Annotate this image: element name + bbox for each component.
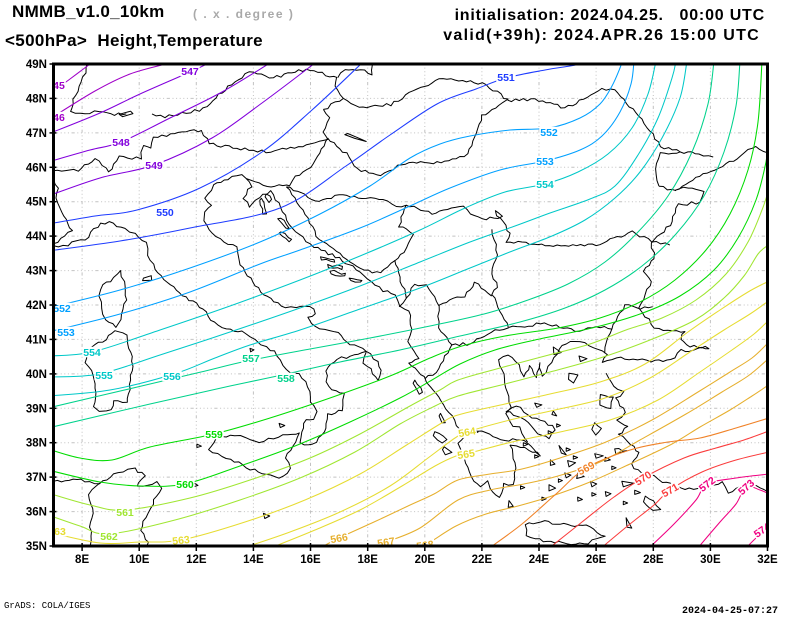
svg-text:46N: 46N xyxy=(26,162,47,174)
svg-text:10E: 10E xyxy=(129,554,150,566)
svg-text:41N: 41N xyxy=(26,334,47,346)
svg-text:555: 555 xyxy=(95,370,113,382)
svg-text:14E: 14E xyxy=(243,554,264,566)
svg-text:32E: 32E xyxy=(757,554,778,566)
svg-text:559: 559 xyxy=(205,429,223,441)
svg-text:567: 567 xyxy=(377,535,396,550)
svg-text:22E: 22E xyxy=(472,554,493,566)
svg-text:8E: 8E xyxy=(75,554,89,566)
svg-text:553: 553 xyxy=(57,327,75,339)
svg-text:548: 548 xyxy=(112,137,130,149)
svg-text:24E: 24E xyxy=(529,554,550,566)
svg-text:564: 564 xyxy=(457,425,476,440)
svg-text:38N: 38N xyxy=(26,438,47,450)
svg-text:37N: 37N xyxy=(26,472,47,484)
svg-text:565: 565 xyxy=(457,447,476,462)
svg-text:552: 552 xyxy=(53,303,71,315)
svg-text:28E: 28E xyxy=(643,554,664,566)
svg-text:48N: 48N xyxy=(26,93,47,105)
svg-text:42N: 42N xyxy=(26,300,47,312)
svg-text:553: 553 xyxy=(536,156,554,168)
svg-text:36N: 36N xyxy=(26,507,47,519)
svg-text:49N: 49N xyxy=(26,59,47,71)
svg-text:568: 568 xyxy=(416,539,435,553)
svg-text:40N: 40N xyxy=(26,369,47,381)
svg-text:46: 46 xyxy=(53,112,65,124)
svg-text:560: 560 xyxy=(176,479,194,491)
svg-text:558: 558 xyxy=(277,373,295,385)
svg-text:557: 557 xyxy=(242,353,260,365)
svg-text:45: 45 xyxy=(53,80,65,92)
svg-text:44N: 44N xyxy=(26,231,47,243)
svg-text:561: 561 xyxy=(116,507,134,519)
svg-text:39N: 39N xyxy=(26,403,47,415)
svg-text:12E: 12E xyxy=(186,554,207,566)
svg-text:63: 63 xyxy=(54,526,66,538)
svg-text:563: 563 xyxy=(172,534,191,548)
svg-text:35N: 35N xyxy=(26,541,47,553)
svg-text:47N: 47N xyxy=(26,128,47,140)
svg-text:562: 562 xyxy=(100,531,118,543)
svg-text:20E: 20E xyxy=(415,554,436,566)
svg-text:554: 554 xyxy=(83,347,101,359)
svg-text:30E: 30E xyxy=(700,554,721,566)
svg-text:45N: 45N xyxy=(26,197,47,209)
svg-text:556: 556 xyxy=(163,371,181,383)
svg-text:550: 550 xyxy=(156,207,174,219)
svg-text:549: 549 xyxy=(145,160,163,172)
svg-text:43N: 43N xyxy=(26,266,47,278)
svg-text:18E: 18E xyxy=(357,554,378,566)
svg-text:554: 554 xyxy=(536,179,554,191)
svg-text:16E: 16E xyxy=(300,554,321,566)
svg-text:26E: 26E xyxy=(586,554,607,566)
svg-text:547: 547 xyxy=(181,66,199,78)
svg-text:552: 552 xyxy=(540,127,558,139)
svg-text:566: 566 xyxy=(329,531,348,546)
svg-text:551: 551 xyxy=(497,72,515,84)
